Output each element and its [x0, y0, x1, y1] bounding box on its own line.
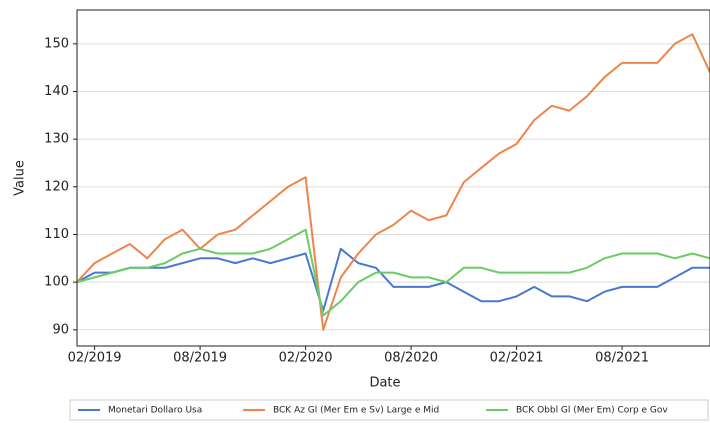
legend-label: BCK Az Gl (Mer Em e Sv) Large e Mid — [273, 406, 439, 416]
legend-label: BCK Obbl Gl (Mer Em) Corp e Gov — [516, 406, 668, 416]
y-axis-label: Value — [13, 160, 28, 196]
y-tick-label: 140 — [44, 84, 69, 99]
x-tick-label: 08/2019 — [173, 351, 227, 366]
legend-items: Monetari Dollaro Usa BCK Az Gl (Mer Em e … — [78, 406, 668, 416]
series-line — [76, 228, 710, 317]
y-tick-label: 110 — [44, 227, 69, 242]
x-axis-label: Date — [369, 376, 400, 391]
series-line — [76, 33, 710, 331]
legend-label: Monetari Dollaro Usa — [108, 406, 202, 416]
x-tick-label: 08/2021 — [595, 351, 649, 366]
series-line — [76, 247, 710, 312]
x-tick-label: 02/2020 — [279, 351, 333, 366]
x-tick-label: 08/2020 — [384, 351, 438, 366]
y-tick-label: 90 — [52, 322, 69, 337]
y-tick-label: 130 — [44, 132, 69, 147]
y-tick-label: 100 — [44, 275, 69, 290]
y-tick-label: 150 — [44, 36, 69, 51]
x-tick-label: 02/2021 — [490, 351, 544, 366]
y-tick-label: 120 — [44, 179, 69, 194]
legend — [69, 399, 709, 421]
x-tick-label: 02/2019 — [68, 351, 122, 366]
plot-area: 90 100 110 120 130 140 150 02/2019 08/2019 02/202… — [44, 9, 710, 366]
plot-frame — [76, 9, 710, 347]
